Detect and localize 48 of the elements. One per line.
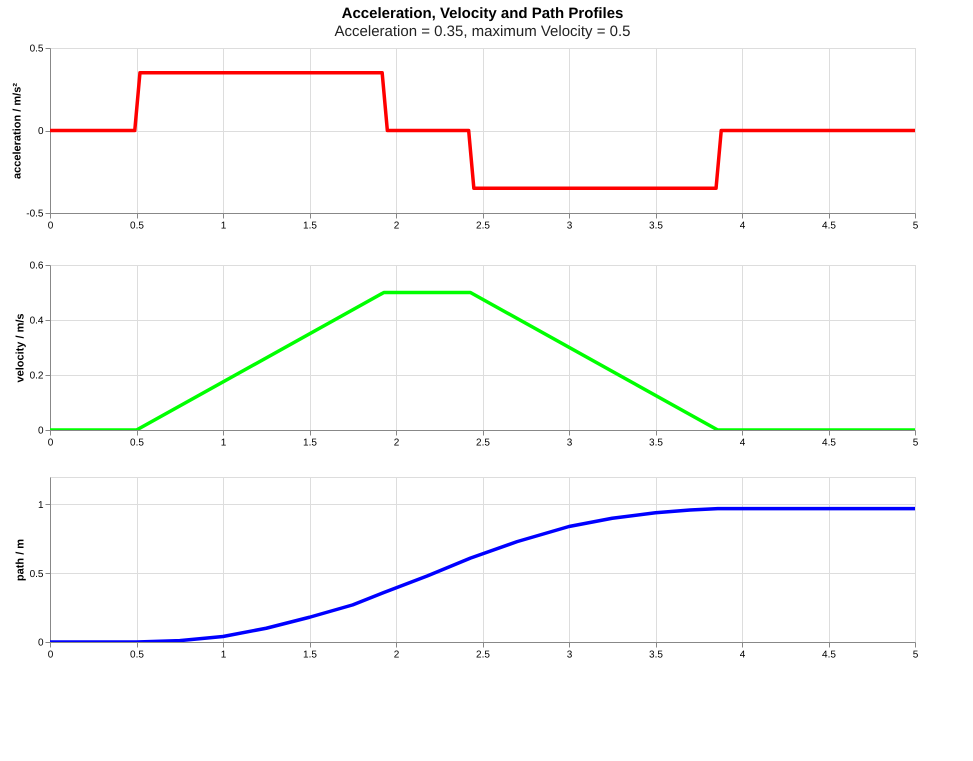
x-tick-label: 2.5: [476, 220, 490, 232]
y-tick-label: -0.5: [26, 208, 44, 220]
x-tick-label: 5: [912, 220, 919, 232]
x-tick-label: 2.5: [476, 650, 490, 660]
x-tick-label: 5: [912, 650, 919, 660]
x-tick-label: 3.5: [649, 650, 664, 660]
x-tick-label: 4.5: [822, 220, 836, 232]
x-tick-label: 0: [48, 650, 54, 660]
x-tick-label: 2: [394, 220, 400, 232]
y-tick-label: 0: [38, 638, 44, 648]
x-tick-label: 0.5: [130, 650, 144, 660]
x-tick-label: 4: [740, 220, 746, 232]
x-tick-label: 2: [394, 650, 400, 660]
y-axis-title: path / m: [14, 538, 27, 582]
x-tick-label: 4.5: [822, 650, 836, 660]
y-axis-title: acceleration / m/s²: [11, 82, 24, 179]
x-tick-label: 3.5: [649, 438, 664, 448]
chart-title: Acceleration, Velocity and Path Profiles: [342, 5, 624, 22]
y-tick-label: 0.2: [30, 370, 44, 382]
y-tick-label: 0.6: [30, 260, 44, 272]
x-tick-label: 1: [220, 220, 227, 232]
x-tick-label: 4.5: [822, 438, 836, 448]
x-tick-label: 1.5: [303, 220, 318, 232]
x-tick-label: 1.5: [303, 438, 318, 448]
chart-subtitle: Acceleration = 0.35, maximum Velocity = 0.5: [334, 23, 630, 40]
x-tick-label: 4: [740, 650, 746, 660]
x-tick-label: 4: [740, 438, 746, 448]
x-tick-label: 2: [394, 438, 400, 448]
y-axis-title: velocity / m/s: [14, 313, 27, 383]
x-tick-label: 3: [566, 220, 573, 232]
y-tick-label: 0: [38, 126, 44, 137]
x-tick-label: 3.5: [649, 220, 664, 232]
x-tick-label: 0: [48, 438, 54, 448]
x-tick-label: 1: [220, 438, 227, 448]
x-tick-label: 3: [566, 650, 573, 660]
x-tick-label: 2.5: [476, 438, 490, 448]
x-tick-label: 0.5: [130, 220, 144, 232]
y-tick-label: 1: [38, 500, 44, 511]
x-tick-label: 0.5: [130, 438, 144, 448]
y-tick-label: 0.5: [30, 44, 44, 54]
x-tick-label: 5: [912, 438, 919, 448]
x-tick-label: 1.5: [303, 650, 318, 660]
y-tick-label: 0: [38, 426, 44, 436]
y-tick-label: 0.4: [30, 316, 44, 326]
x-tick-label: 3: [566, 438, 573, 448]
x-tick-label: 1: [220, 650, 227, 660]
x-tick-label: 0: [48, 220, 54, 232]
y-tick-label: 0.5: [30, 568, 44, 580]
